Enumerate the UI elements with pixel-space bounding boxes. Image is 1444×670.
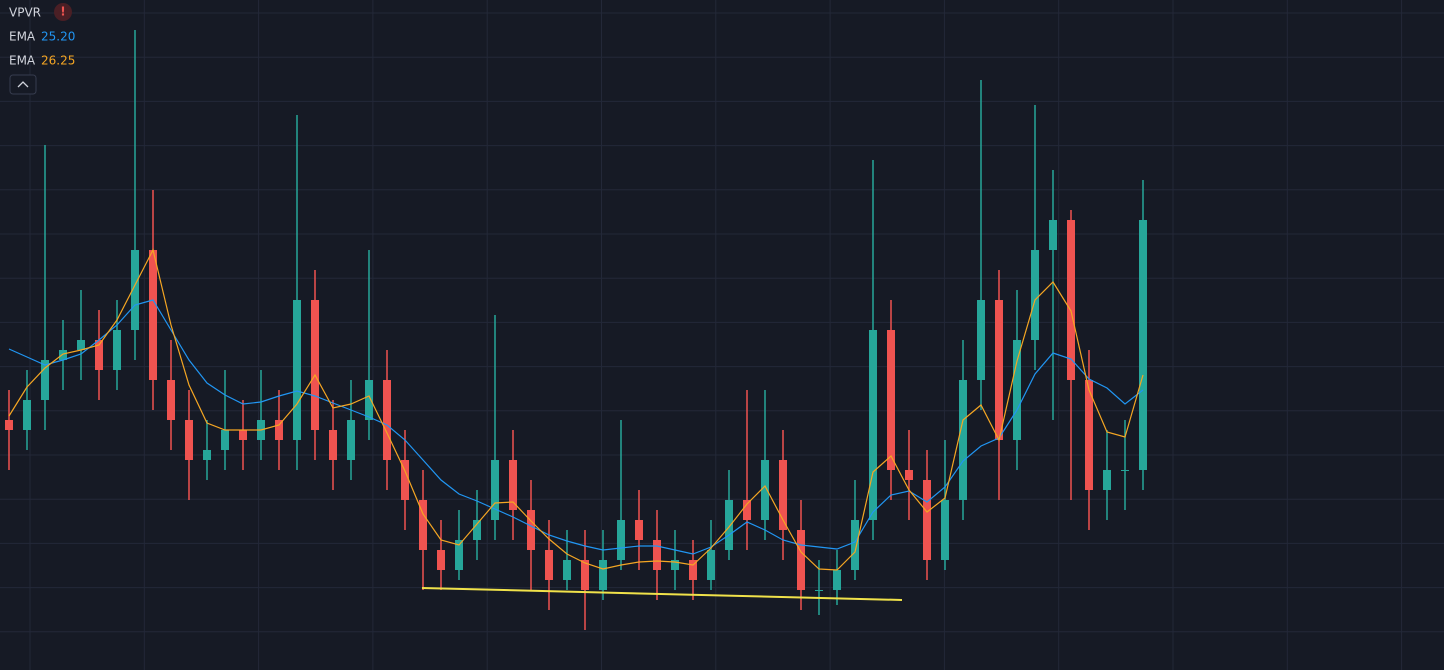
indicator-name: EMA (9, 30, 36, 44)
ema-line (8, 299, 1144, 555)
candle-body (797, 530, 805, 590)
candle-body (833, 570, 841, 590)
chevron-icon (17, 81, 29, 88)
candle-body (329, 430, 337, 460)
candle-body (221, 430, 229, 450)
candle-body (905, 470, 913, 480)
ema-line (8, 248, 1144, 571)
candle-body (293, 300, 301, 440)
candle-body (545, 550, 553, 580)
indicator-name: EMA (9, 54, 36, 68)
candle-body (41, 360, 49, 400)
candle-body (1085, 380, 1093, 490)
candle-body (491, 460, 499, 520)
candle-body (689, 560, 697, 580)
candle-body (509, 460, 517, 510)
candle-body (1013, 340, 1021, 440)
candle-body (599, 560, 607, 590)
candle-body (527, 510, 535, 550)
candle-body (995, 300, 1003, 440)
candle-body (707, 550, 715, 580)
plot (5, 30, 1147, 630)
candle-body (311, 300, 319, 430)
indicator-value: 26.25 (41, 54, 75, 68)
candle-body (653, 540, 661, 570)
candle-body (959, 380, 967, 500)
candle-body (851, 520, 859, 570)
candle-body (239, 430, 247, 440)
candle-body (635, 520, 643, 540)
candle-body (95, 340, 103, 370)
candle-body (923, 480, 931, 560)
candle-body (581, 560, 589, 590)
candle-body (761, 460, 769, 520)
candle-body (1121, 470, 1129, 471)
candle-body (275, 420, 283, 440)
candle-body (779, 460, 787, 530)
candle-body (185, 420, 193, 460)
candle-body (473, 520, 481, 540)
candle-body (887, 330, 895, 470)
candle-body (815, 590, 823, 591)
candle-body (203, 450, 211, 460)
candle-body (437, 550, 445, 570)
candle-body (365, 380, 373, 420)
candle-body (1139, 220, 1147, 470)
candle-body (1049, 220, 1057, 250)
candle-body (401, 460, 409, 500)
candle-body (869, 330, 877, 520)
candle-body (113, 330, 121, 370)
candle-body (5, 420, 13, 430)
candle-body (1103, 470, 1111, 490)
indicator-value: 25.20 (41, 30, 75, 44)
candle-body (23, 400, 31, 430)
candle-body (455, 540, 463, 570)
candle-body (671, 560, 679, 570)
candle-body (59, 350, 67, 360)
candle-body (383, 380, 391, 460)
candle-body (1067, 220, 1075, 380)
trend-line[interactable] (421, 587, 903, 601)
warning-badge[interactable] (54, 3, 72, 21)
candle-body (419, 500, 427, 550)
collapse-button[interactable] (9, 74, 37, 95)
candle-body (149, 250, 157, 380)
candle-body (743, 500, 751, 520)
candle-body (941, 500, 949, 560)
study-name: VPVR (9, 6, 41, 20)
candle-body (347, 420, 355, 460)
warning-icon: ! (60, 5, 65, 19)
candle-body (617, 520, 625, 560)
candle-body (977, 300, 985, 380)
candle-body (77, 340, 85, 350)
candle-body (167, 380, 175, 420)
candle-body (131, 250, 139, 330)
candle-body (1031, 250, 1039, 340)
candle-body (725, 500, 733, 550)
candle-body (563, 560, 571, 580)
